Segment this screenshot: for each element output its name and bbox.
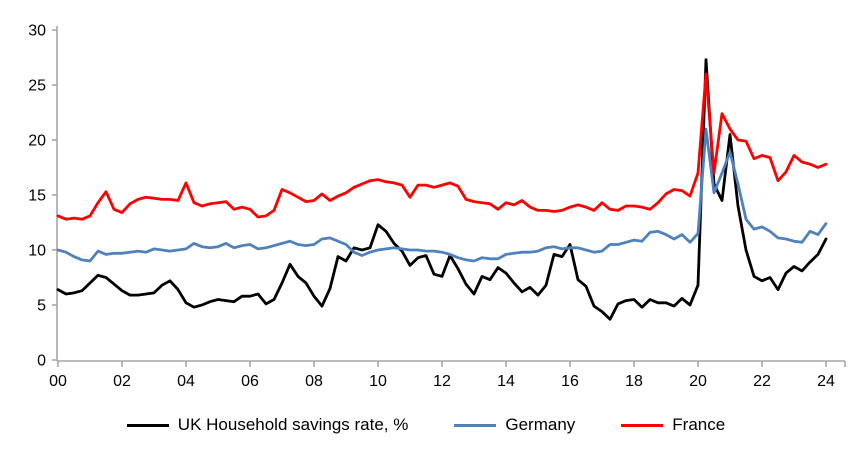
x-axis-tick-label: 14 bbox=[497, 373, 515, 390]
france-line-swatch bbox=[621, 423, 664, 427]
y-axis-tick-label: 25 bbox=[28, 78, 46, 95]
x-axis-tick-label: 00 bbox=[49, 373, 67, 390]
x-axis-tick-label: 22 bbox=[753, 373, 771, 390]
series-line-germany bbox=[56, 127, 828, 263]
y-axis-tick-label: 30 bbox=[28, 23, 46, 40]
x-axis-tick-label: 02 bbox=[113, 373, 131, 390]
x-axis-tick-label: 04 bbox=[177, 373, 195, 390]
legend-item-germany: Germany bbox=[454, 415, 575, 435]
y-axis-tick-label: 15 bbox=[28, 188, 46, 205]
legend-item-uk: UK Household savings rate, % bbox=[126, 415, 409, 435]
series-line-france bbox=[56, 72, 828, 221]
legend-label-france: France bbox=[672, 415, 726, 434]
y-axis-tick-label: 5 bbox=[37, 298, 46, 315]
legend-item-france: France bbox=[621, 415, 725, 435]
series-line-uk-household-savings-rate bbox=[56, 58, 828, 321]
axes: 0 5 10 15 20 25 30 00 02 04 06 08 10 12 14 16 18 20 22 24 bbox=[28, 23, 846, 390]
legend-label-germany: Germany bbox=[505, 415, 576, 434]
x-axis-tick-label: 10 bbox=[369, 373, 387, 390]
chart-plot-area: 0 5 10 15 20 25 30 00 02 04 06 08 10 12 14 16 18 20 22 24 bbox=[28, 23, 846, 390]
y-axis-tick-label: 20 bbox=[28, 133, 46, 150]
y-axis-tick-label: 10 bbox=[28, 243, 46, 260]
x-axis-tick-label: 06 bbox=[241, 373, 259, 390]
x-axis-tick-label: 24 bbox=[817, 373, 835, 390]
legend-label-uk: UK Household savings rate, % bbox=[177, 415, 409, 434]
x-axis-tick-label: 20 bbox=[689, 373, 707, 390]
x-axis-tick-label: 08 bbox=[305, 373, 323, 390]
y-axis-tick-label: 0 bbox=[37, 353, 46, 370]
x-axis-tick-label: 12 bbox=[433, 373, 451, 390]
x-axis-tick-label: 18 bbox=[625, 373, 643, 390]
germany-line-swatch bbox=[454, 423, 497, 427]
legend: UK Household savings rate, % Germany Fra… bbox=[0, 415, 852, 435]
uk-line-swatch bbox=[126, 423, 169, 427]
x-axis-tick-label: 16 bbox=[561, 373, 579, 390]
